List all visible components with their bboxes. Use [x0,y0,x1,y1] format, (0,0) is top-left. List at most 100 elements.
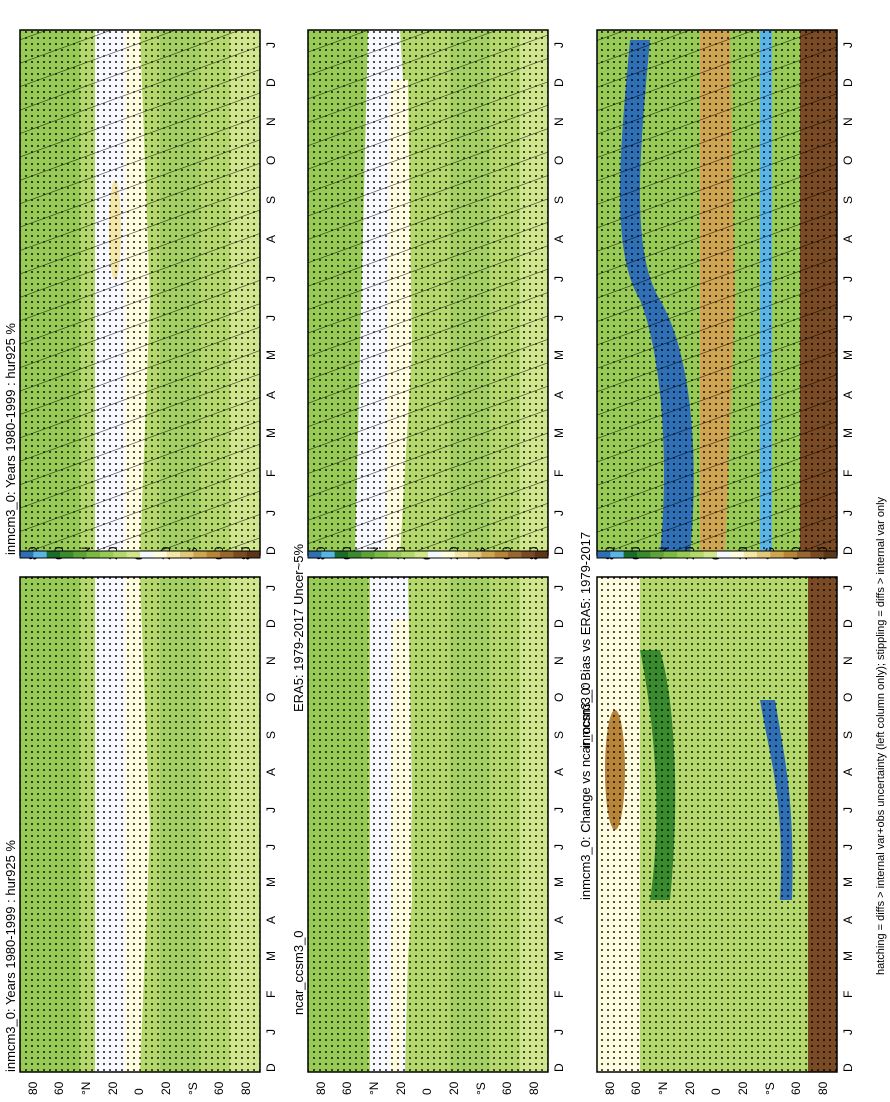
colorbar-segment [663,551,678,558]
colorbar-segment [374,551,389,558]
colorbar-segment [206,551,221,558]
x-tick-label: D [264,78,278,87]
y-tick-label: 80 [603,1081,617,1095]
y-tick-label: 80 [26,1081,40,1095]
x-tick-label: J [552,585,566,591]
x-tick-label: J [552,276,566,282]
x-tick-label: J [841,42,855,48]
y-tick-label: 60 [789,1081,803,1095]
colorbar-segment [783,551,798,558]
colorbar-segment [610,551,625,558]
x-tick-label: O [264,156,278,165]
colorbar-segment [334,551,349,558]
x-tick-label: M [552,350,566,360]
panel-6-yticks: 80 60 °N 20 0 20 °S 60 80 [603,1081,830,1095]
y-tick-label: 60 [629,1081,643,1095]
x-tick-label: S [841,731,855,739]
colorbar-segment [823,551,838,558]
x-tick-label: D [264,619,278,628]
x-tick-label: N [841,117,855,126]
panel-3-title: ERA5: 1979-2017 Uncer~5% [291,544,306,712]
x-tick-label: F [264,991,278,998]
x-tick-label: A [841,768,855,776]
x-tick-label: M [264,951,278,961]
colorbar-segment [193,551,208,558]
colorbar-frame [307,550,549,559]
panel-2-yticks: 80 60 °N 20 0 20 °S 60 80 [26,1081,253,1095]
x-tick-label: A [552,235,566,243]
panel-4-xticks: D J F M A M J J A S O N D J [552,585,566,1072]
colorbars [19,550,838,559]
x-tick-label: J [264,315,278,321]
x-tick-label: N [552,117,566,126]
panel-1-title: inmcm3_0: Years 1980-1999 : hur925 % [3,323,18,555]
colorbar-segment [126,551,141,558]
x-tick-label: A [264,916,278,924]
x-tick-label: J [841,315,855,321]
x-tick-label: N [264,656,278,665]
y-tick-label: 80 [314,1081,328,1095]
y-tick-label: 80 [816,1081,830,1095]
x-tick-label: J [552,1029,566,1035]
y-tick-label: 20 [106,1081,120,1095]
colorbar-segment [308,551,322,558]
x-tick-label: D [841,546,855,555]
x-tick-label: M [841,951,855,961]
x-tick-label: D [264,546,278,555]
x-tick-label: N [841,656,855,665]
colorbar-segment [233,551,248,558]
x-tick-label: M [264,350,278,360]
colorbar-segment [508,551,522,558]
x-tick-label: J [841,844,855,850]
x-tick-label: D [841,1063,855,1072]
colorbar-segment [46,551,61,558]
x-tick-label: O [841,156,855,165]
x-tick-label: A [264,391,278,399]
x-tick-label: S [841,196,855,204]
y-tick-label: 60 [340,1081,354,1095]
colorbar-segment [60,551,74,558]
panel-5-heatmap [597,30,837,555]
colorbar-frame [19,550,261,559]
colorbar-segment [810,551,825,558]
x-tick-label: A [552,391,566,399]
x-tick-label: J [264,585,278,591]
panel-1: inmcm3_0: Years 1980-1999 : hur925 % 80 … [3,29,278,560]
y-tick-label: 0 [709,1088,723,1095]
colorbar-segment [153,551,168,558]
x-tick-label: F [841,470,855,477]
y-tick-label: 20 [447,1081,461,1095]
x-tick-label: N [264,117,278,126]
x-tick-label: M [552,951,566,961]
panel-4-heatmap [308,577,548,1072]
x-tick-label: F [552,991,566,998]
y-tick-label: °N [367,1082,381,1095]
x-tick-label: M [264,428,278,438]
colorbar-segment [166,551,181,558]
colorbar-segment [100,551,114,558]
panel-2-heatmap [20,577,260,1072]
colorbar-segment [401,551,416,558]
x-tick-label: A [264,235,278,243]
panel-4-title: ncar_ccsm3_0 [291,930,306,1015]
panel-1-xticks: D J F M A M J J A S O N D J [264,42,278,555]
y-tick-label: 20 [159,1081,173,1095]
x-tick-label: J [264,1029,278,1035]
x-tick-label: F [841,991,855,998]
x-tick-label: A [841,391,855,399]
colorbar-segment [428,551,442,558]
colorbar-segment [677,551,691,558]
x-tick-label: J [552,807,566,813]
colorbar-segment [743,551,758,558]
y-tick-label: 20 [683,1081,697,1095]
panel-3: ERA5: 1979-2017 Uncer~5% 80 60 °N 20 0 2… [291,29,566,712]
x-tick-label: D [841,619,855,628]
colorbar-segment [361,551,376,558]
colorbar-segment [481,551,496,558]
colorbar-segment [730,551,745,558]
panel-6-xticks: D J F M A M J J A S O N D J [841,585,855,1072]
y-tick-label: °S [474,1082,488,1095]
colorbar-segment [73,551,88,558]
x-tick-label: O [841,693,855,702]
